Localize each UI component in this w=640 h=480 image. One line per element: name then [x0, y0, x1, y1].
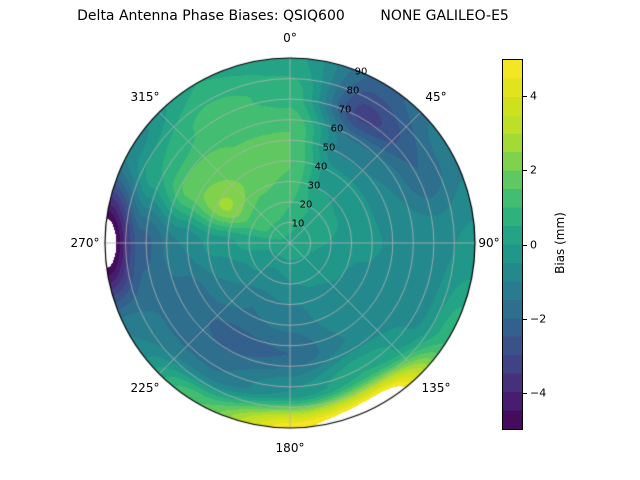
- colorbar-tick-label: −4: [530, 386, 547, 400]
- ring-label-50: 50: [322, 142, 336, 154]
- angle-label-90: 90°: [478, 236, 500, 250]
- colorbar-tick-mark: [523, 245, 527, 246]
- ring-label-10: 10: [291, 218, 305, 230]
- colorbar-tick-label: −2: [530, 312, 547, 326]
- ring-label-90: 90: [354, 66, 368, 78]
- colorbar-tick-label: 0: [530, 238, 537, 252]
- colorbar-tick-mark: [523, 393, 527, 394]
- ring-label-40: 40: [314, 161, 328, 173]
- ring-label-80: 80: [346, 85, 360, 97]
- angle-label-270: 270°: [70, 236, 100, 250]
- ring-label-30: 30: [307, 180, 321, 192]
- colorbar-tick-mark: [523, 319, 527, 320]
- angle-label-315: 315°: [130, 90, 160, 104]
- ring-label-20: 20: [299, 199, 313, 211]
- colorbar-gradient: [503, 60, 522, 429]
- angle-label-225: 225°: [130, 381, 160, 395]
- colorbar-tick-mark: [523, 170, 527, 171]
- ring-label-60: 60: [330, 123, 344, 135]
- colorbar-tick-label: 4: [530, 89, 537, 103]
- colorbar: [502, 59, 523, 430]
- angle-label-0: 0°: [283, 31, 297, 45]
- chart-title: Delta Antenna Phase Biases: QSIQ600 NONE…: [77, 8, 509, 24]
- colorbar-label: Bias (mm): [553, 212, 567, 274]
- angle-label-45: 45°: [425, 90, 447, 104]
- ring-label-70: 70: [338, 104, 352, 116]
- colorbar-tick-label: 2: [530, 163, 537, 177]
- colorbar-tick-mark: [523, 96, 527, 97]
- angle-label-180: 180°: [275, 441, 305, 455]
- angle-label-135: 135°: [421, 381, 451, 395]
